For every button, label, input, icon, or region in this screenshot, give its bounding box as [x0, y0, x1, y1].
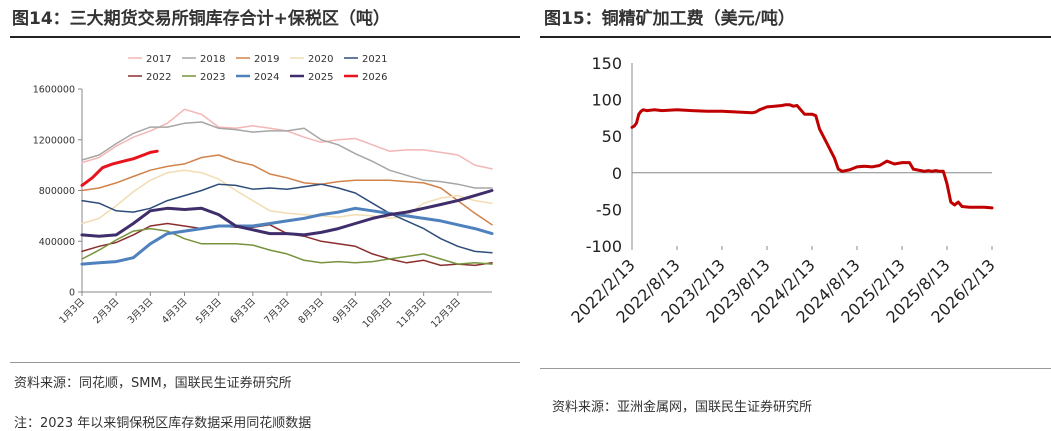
series-line-2021 [81, 183, 493, 254]
x-tick-label: 10月3日 [361, 296, 395, 330]
legend-label-2022: 2022 [146, 72, 171, 83]
legend-label-2021: 2021 [362, 54, 387, 65]
y-tick-label: 150 [591, 54, 622, 73]
y-tick-label: 50 [602, 127, 622, 146]
x-tick-label: 6月3日 [228, 296, 258, 326]
legend-label-2019: 2019 [254, 54, 279, 65]
y-tick-label: 1200000 [33, 135, 75, 146]
right-title-rule [540, 36, 1051, 38]
x-tick-label: 11月3日 [395, 296, 429, 330]
left-source-text: 资料来源：同花顺，SMM，国联民生证券研究所 [14, 376, 292, 391]
legend-label-2024: 2024 [254, 72, 279, 83]
y-tick-label: 1600000 [33, 85, 75, 96]
y-tick-label: -100 [586, 237, 622, 256]
x-tick-label: 9月3日 [331, 296, 361, 326]
y-tick-label: -50 [596, 200, 622, 219]
right-tc-chart: -100-500501001502022/2/132022/8/132023/2… [567, 54, 998, 327]
series-line-tc [630, 103, 994, 210]
left-note-text: 注：2023 年以来铜保税区库存数据采用同花顺数据 [14, 416, 312, 431]
left-title-rule [10, 36, 520, 38]
x-tick-label: 7月3日 [262, 296, 292, 326]
x-tick-label: 4月3日 [160, 296, 190, 326]
series-line-2018 [81, 121, 493, 189]
left-figure-title: 图14：三大期货交易所铜库存合计+保税区（吨） [12, 9, 390, 29]
series-line-2019 [81, 154, 493, 226]
legend-label-2026: 2026 [362, 72, 387, 83]
right-figure-title: 图15：铜精矿加工费（美元/吨） [544, 9, 795, 29]
y-tick-label: 400000 [39, 237, 75, 248]
x-tick-label: 1月3日 [57, 296, 87, 326]
legend-label-2025: 2025 [308, 72, 333, 83]
x-tick-label: 5月3日 [194, 296, 224, 326]
series-line-2017 [81, 108, 493, 170]
right-source-text: 资料来源：亚洲金属网，国联民生证券研究所 [552, 400, 813, 415]
right-figure-panel: 图15：铜精矿加工费（美元/吨） -100 -50 0 50 100 150 2022/2/… [540, 0, 1051, 428]
series-line-2023 [81, 227, 493, 265]
left-inventory-chart: 2017 2018 2019 2020 2021 2022 2023 2024 2025 2026… [33, 54, 494, 330]
left-bottom-rule [10, 362, 520, 363]
series-line-2020 [81, 169, 493, 225]
legend-label-2020: 2020 [308, 54, 333, 65]
right-bottom-rule [540, 368, 1051, 369]
legend-label-2017: 2017 [146, 54, 171, 65]
legend-label-2018: 2018 [200, 54, 225, 65]
y-tick-label: 0 [69, 288, 75, 299]
series-line-2024 [80, 206, 494, 266]
legend-label-2023: 2023 [200, 72, 225, 83]
x-tick-label: 2月3日 [92, 296, 122, 326]
x-tick-label: 8月3日 [297, 296, 327, 326]
y-tick-label: 800000 [39, 186, 75, 197]
y-tick-label: 0 [612, 164, 622, 183]
x-tick-label: 12月3日 [429, 296, 463, 330]
x-tick-label: 3月3日 [126, 296, 156, 326]
left-figure-panel: 图14：三大期货交易所铜库存合计+保税区（吨） 2017 2018 2019 2020… [0, 0, 520, 431]
series-line-2026 [80, 149, 159, 187]
y-tick-label: 100 [591, 91, 622, 110]
series-line-2025 [80, 189, 494, 238]
